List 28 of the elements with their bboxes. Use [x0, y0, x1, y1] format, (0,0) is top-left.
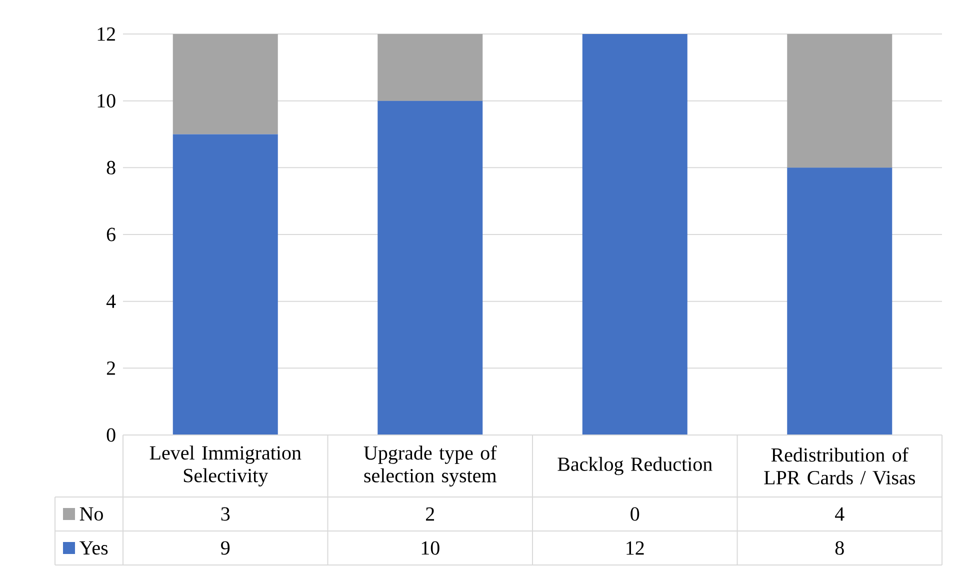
bar — [787, 168, 892, 435]
y-tick-label: 12 — [98, 27, 115, 41]
bar — [378, 34, 483, 101]
x-tick-label: Level Immigration Selectivity — [150, 446, 302, 486]
data-label: 4 — [835, 507, 844, 521]
y-tick-label: 2 — [106, 362, 115, 375]
y-tick-label: 4 — [106, 294, 116, 308]
y-tick-label: 10 — [98, 94, 116, 108]
bar — [378, 100, 483, 435]
y-tick-label: 8 — [106, 160, 116, 174]
legend-label: No — [80, 507, 103, 521]
x-tick-label: Redistribution of LPR Cards / Visas — [764, 447, 915, 485]
x-tick-label: Backlog Reduction — [558, 456, 712, 476]
data-label: 9 — [221, 541, 230, 555]
bar — [172, 34, 278, 134]
y-tick-label: 6 — [106, 228, 116, 242]
data-label: 2 — [426, 507, 434, 521]
y-tick-label: 0 — [106, 428, 116, 442]
data-label: 10 — [422, 541, 440, 555]
data-label: 12 — [626, 541, 644, 555]
data-label: 3 — [221, 507, 230, 521]
bar — [172, 134, 278, 435]
bar — [582, 34, 688, 435]
bar — [787, 34, 892, 168]
data-label: 8 — [835, 541, 844, 555]
x-tick-label: Upgrade type of selection system — [364, 445, 497, 487]
legend-label: Yes — [80, 541, 108, 555]
data-label: 0 — [630, 507, 640, 521]
